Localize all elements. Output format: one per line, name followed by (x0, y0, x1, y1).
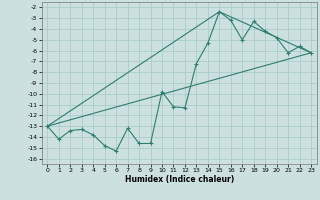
X-axis label: Humidex (Indice chaleur): Humidex (Indice chaleur) (124, 175, 234, 184)
